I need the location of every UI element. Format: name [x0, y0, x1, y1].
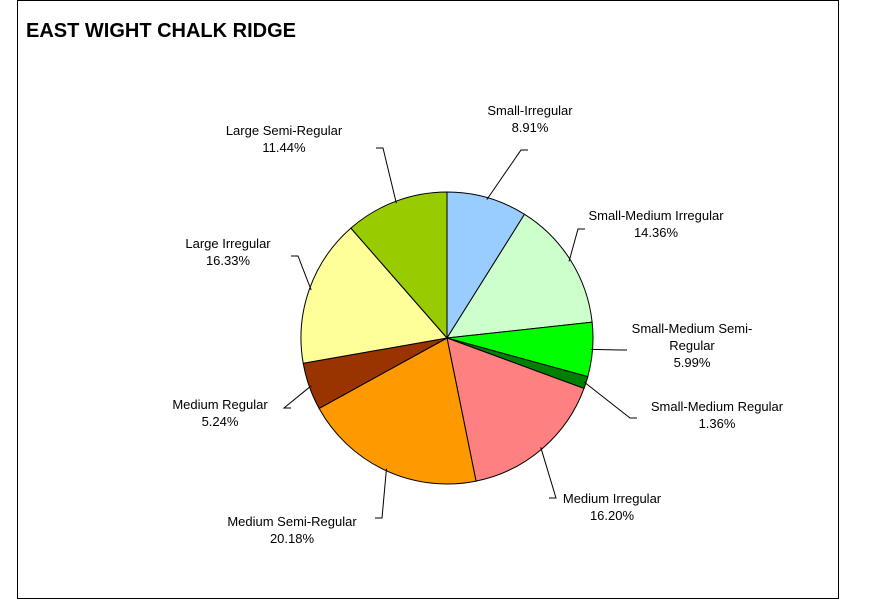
- data-label: Medium Semi-Regular 20.18%: [227, 513, 356, 547]
- leader-line: [486, 149, 528, 200]
- value-label: 16.33%: [205, 253, 251, 268]
- pie-slice: [446, 337, 585, 482]
- data-label: Medium Irregular 16.20%: [563, 490, 661, 524]
- value-label: 11.44%: [262, 140, 306, 155]
- category-label: Large Semi-Regular: [225, 123, 343, 138]
- category-label: Small-Medium Irregular: [588, 208, 724, 223]
- data-label: Small-Medium Regular 1.36%: [651, 398, 783, 432]
- category-label: Large Irregular: [185, 236, 271, 251]
- leader-line: [291, 255, 312, 291]
- pie-slice: [318, 337, 477, 485]
- data-label: Small-Medium Irregular 14.36%: [588, 207, 723, 241]
- leader-line: [540, 447, 557, 499]
- leader-line: [568, 228, 585, 262]
- data-label: Large Semi-Regular 11.44%: [226, 122, 342, 156]
- category-label: Medium Semi-Regular: [227, 514, 357, 529]
- value-label: 5.99%: [673, 355, 711, 370]
- pie-slice: [446, 213, 593, 339]
- leader-line: [583, 381, 637, 419]
- data-label: Large Irregular 16.33%: [185, 235, 270, 269]
- category-label: Small-Irregular: [487, 103, 573, 118]
- category-label: Small-Medium Semi-Regular: [631, 321, 753, 353]
- chart-frame: [17, 0, 839, 599]
- leader-line: [282, 385, 312, 409]
- pie-slice: [446, 191, 526, 340]
- category-label: Small-Medium Regular: [650, 399, 784, 414]
- chart-title: EAST WIGHT CHALK RIDGE: [26, 20, 296, 42]
- value-label: 14.36%: [633, 225, 679, 240]
- value-label: 16.20%: [589, 508, 635, 523]
- leader-line: [590, 348, 627, 351]
- pie-slice: [300, 227, 448, 364]
- value-label: 8.91%: [511, 120, 549, 135]
- data-label: Small-Medium Semi-Regular 5.99%: [617, 320, 767, 371]
- leader-line: [375, 468, 387, 519]
- value-label: 5.24%: [201, 414, 239, 429]
- data-label: Small-Irregular 8.91%: [487, 102, 572, 136]
- category-label: Medium Irregular: [562, 491, 662, 506]
- leader-line: [376, 147, 397, 204]
- data-label: Medium Regular 5.24%: [172, 396, 267, 430]
- category-label: Medium Regular: [172, 397, 268, 412]
- value-label: 20.18%: [269, 531, 315, 546]
- value-label: 1.36%: [698, 416, 736, 431]
